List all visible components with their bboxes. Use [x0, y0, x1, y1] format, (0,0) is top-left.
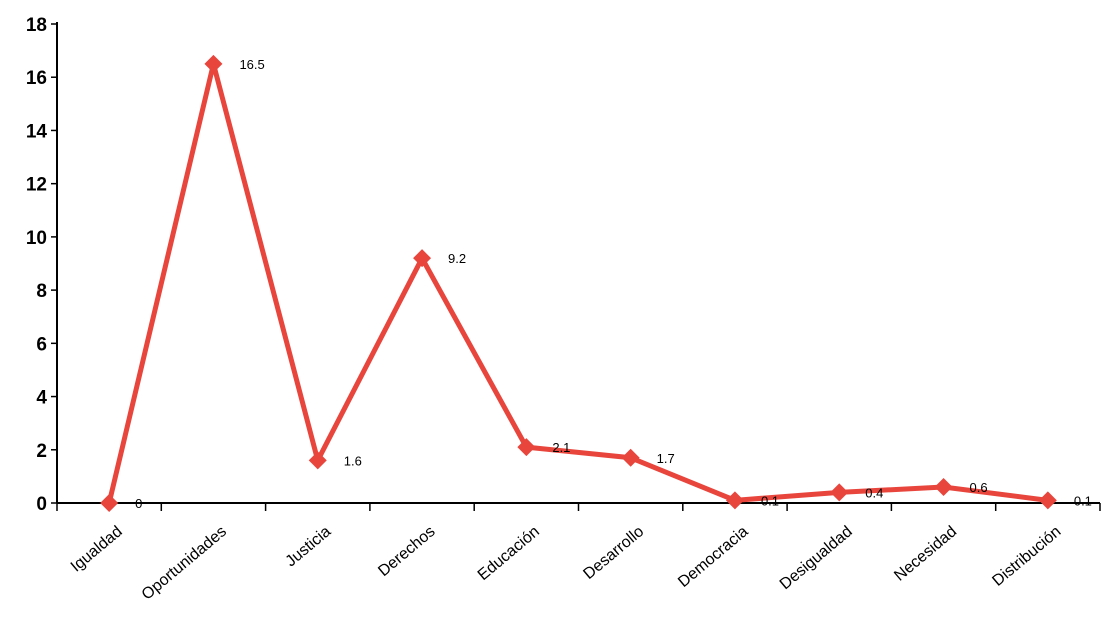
- data-point-marker: [621, 448, 640, 467]
- data-label: 1.6: [344, 453, 362, 468]
- data-point-marker: [204, 54, 223, 73]
- data-points: [100, 54, 1057, 512]
- y-axis-ticks: 0 2 4 6 8 10 12 14 16 18: [26, 15, 57, 515]
- x-tick-label: Democracia: [675, 523, 751, 591]
- y-tick-label: 16: [26, 68, 47, 89]
- series-line: [106, 63, 1049, 504]
- y-tick-label: 12: [26, 175, 47, 196]
- y-tick-label: 4: [36, 388, 47, 409]
- data-label: 9.2: [448, 251, 466, 266]
- x-tick-label: Necesidad: [891, 523, 960, 585]
- x-tick-label: Desigualdad: [777, 523, 856, 593]
- data-label: 16.5: [239, 57, 264, 72]
- x-tick-label: Educación: [475, 523, 543, 584]
- x-tick-label: Desarrollo: [580, 523, 647, 583]
- x-axis-ticks: Igualdad Oportunidades Justicia Derechos Edu…: [56, 503, 1101, 604]
- data-labels: 0 16.5 1.6 9.2 2.1 1.7 0.1 0.4 0.6 0.1: [135, 57, 1092, 511]
- x-tick-label: Derechos: [375, 523, 438, 580]
- y-tick-label: 8: [36, 281, 47, 302]
- data-point-marker: [517, 438, 536, 457]
- data-label: 0.4: [865, 485, 883, 500]
- y-tick-label: 18: [26, 15, 47, 36]
- y-tick-label: 14: [26, 121, 48, 142]
- data-point-marker: [725, 491, 744, 510]
- series-line-group: [106, 63, 1049, 504]
- y-tick-label: 0: [36, 494, 47, 515]
- data-point-marker: [1038, 491, 1057, 510]
- x-tick-label: Igualdad: [68, 523, 126, 575]
- data-point-marker: [934, 478, 953, 497]
- axes: [56, 22, 1100, 504]
- data-label: 0.1: [761, 493, 779, 508]
- data-label: 1.7: [657, 451, 675, 466]
- x-tick-label: Distribución: [989, 523, 1064, 590]
- data-point-marker: [413, 249, 432, 268]
- data-point-marker: [100, 494, 119, 512]
- y-tick-label: 10: [26, 228, 47, 249]
- y-tick-label: 6: [36, 334, 47, 355]
- data-point-marker: [830, 483, 849, 502]
- data-label: 0.1: [1074, 493, 1092, 508]
- data-point-marker: [308, 451, 327, 470]
- data-label: 2.1: [552, 440, 570, 455]
- data-label: 0.6: [970, 480, 988, 495]
- data-label: 0: [135, 496, 142, 511]
- x-tick-label: Oportunidades: [139, 523, 230, 603]
- y-tick-label: 2: [36, 441, 47, 462]
- x-tick-label: Justicia: [283, 523, 335, 570]
